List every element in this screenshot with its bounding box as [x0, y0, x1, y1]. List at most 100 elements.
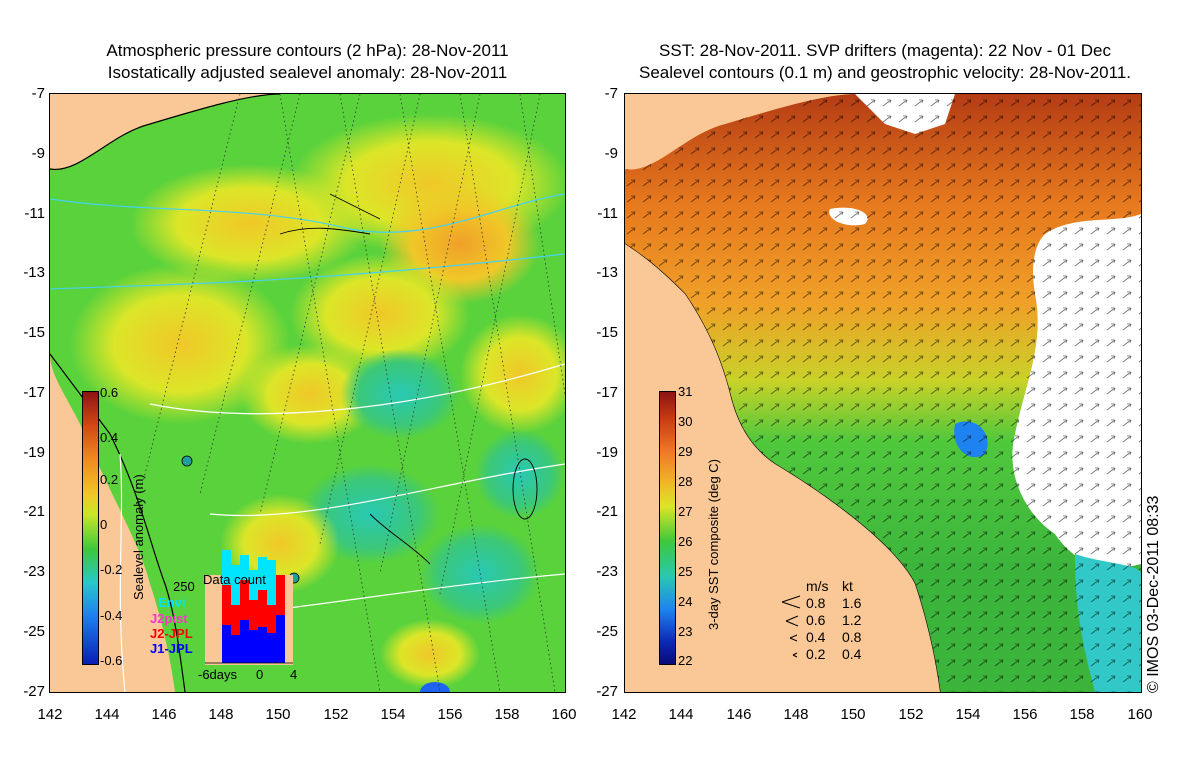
- sla-cbar-tick: -0.6: [100, 653, 123, 668]
- right-x-tick: 158: [1069, 706, 1095, 723]
- sst-cbar-tick: 25: [678, 564, 693, 579]
- data-count-title: Data count: [203, 572, 266, 587]
- right-y-tick: -13: [596, 264, 618, 281]
- left-x-tick: 146: [151, 706, 177, 723]
- right-x-tick: 144: [668, 706, 694, 723]
- legend-j1-jpl: J1-JPL: [150, 641, 193, 656]
- sst-cbar-tick: 31: [678, 384, 693, 399]
- sla-cbar-tick: -0.4: [100, 608, 123, 623]
- speed-row-ms: 0.6: [806, 612, 826, 628]
- sla-cbar-tick: 0: [100, 517, 108, 532]
- sst-cbar-tick: 29: [678, 444, 693, 459]
- left-y-tick: -13: [23, 264, 45, 281]
- right-y-tick: -9: [604, 145, 618, 162]
- right-x-tick: 160: [1127, 706, 1153, 723]
- reef-contours: [279, 193, 538, 565]
- left-y-tick: -9: [31, 145, 45, 162]
- station-marker: [181, 455, 193, 467]
- speed-row-kt: 1.6: [842, 595, 862, 611]
- right-y-tick: -17: [596, 384, 618, 401]
- speed-header-ms: m/s: [806, 578, 829, 594]
- left-y-tick: -11: [24, 205, 45, 222]
- left-y-tick: -27: [23, 683, 45, 700]
- histogram-bars: [222, 550, 285, 663]
- left-y-tick: -15: [23, 324, 45, 341]
- sla-cbar-tick: 0.2: [100, 472, 119, 487]
- right-title-line1: SST: 28-Nov-2011. SVP drifters (magenta)…: [659, 41, 1111, 60]
- left-y-tick: -17: [23, 384, 45, 401]
- right-title-line2: Sealevel contours (0.1 m) and geostrophi…: [639, 63, 1131, 82]
- left-x-tick: 156: [437, 706, 463, 723]
- imos-copyright: © IMOS 03-Dec-2011 08:33: [1145, 495, 1162, 693]
- sst-cbar-tick: 24: [678, 594, 693, 609]
- sealevel-anomaly-map: [50, 94, 565, 692]
- sst-map: [625, 94, 1141, 692]
- left-x-tick: 144: [94, 706, 120, 723]
- sst-cbar-tick: 30: [678, 414, 693, 429]
- speed-row-ms: 0.2: [806, 646, 826, 662]
- right-map-panel: [624, 93, 1142, 693]
- speed-arrows-legend: [781, 595, 801, 658]
- right-x-tick: 156: [1012, 706, 1038, 723]
- sst-colorbar: [659, 391, 676, 665]
- right-x-tick: 142: [611, 706, 637, 723]
- right-y-tick: -15: [596, 324, 618, 341]
- sla-anomaly-blobs: [70, 114, 565, 692]
- speed-row-kt: 1.2: [842, 612, 862, 628]
- speed-row-kt: 0.8: [842, 629, 862, 645]
- right-y-tick: -21: [596, 503, 618, 520]
- right-x-tick: 150: [840, 706, 866, 723]
- right-y-tick: -19: [596, 444, 618, 461]
- left-x-tick: 160: [551, 706, 577, 723]
- right-y-tick: -23: [596, 563, 618, 580]
- left-y-tick: -23: [23, 563, 45, 580]
- satellite-tracks: [139, 94, 565, 692]
- sla-colorbar: [82, 391, 99, 665]
- right-x-tick: 154: [955, 706, 981, 723]
- left-y-tick: -25: [23, 623, 45, 640]
- speed-row-ms: 0.8: [806, 595, 826, 611]
- speed-header-kt: kt: [842, 578, 853, 594]
- left-x-tick: 158: [494, 706, 520, 723]
- coastline: [50, 94, 281, 692]
- sst-cbar-title: 3-day SST composite (deg C): [706, 459, 721, 630]
- sst-cbar-tick: 23: [678, 624, 693, 639]
- left-y-tick: -7: [31, 85, 45, 102]
- legend-envi: Envi: [158, 595, 186, 610]
- left-x-tick: 154: [380, 706, 406, 723]
- sst-cbar-tick: 27: [678, 504, 693, 519]
- right-y-tick: -7: [604, 85, 618, 102]
- right-y-tick: -11: [597, 205, 618, 222]
- data-count-ymax: 250: [173, 579, 195, 594]
- left-x-tick: 150: [265, 706, 291, 723]
- legend-j2-jpl: J2-JPL: [150, 626, 193, 641]
- sla-cbar-title: Sealevel anomaly (m): [131, 474, 146, 600]
- left-title-line1: Atmospheric pressure contours (2 hPa): 2…: [106, 41, 509, 60]
- sst-cbar-tick: 28: [678, 474, 693, 489]
- data-count-xlabel: -6days: [198, 667, 238, 682]
- left-x-tick: 142: [37, 706, 63, 723]
- right-x-tick: 146: [726, 706, 752, 723]
- right-x-tick: 148: [783, 706, 809, 723]
- data-count-inset: [200, 545, 300, 670]
- left-y-tick: -21: [23, 503, 45, 520]
- right-y-tick: -27: [596, 683, 618, 700]
- left-map-panel: [49, 93, 566, 693]
- data-count-xlabel: 0: [256, 667, 264, 682]
- sla-cbar-tick: 0.4: [100, 430, 119, 445]
- right-x-tick: 152: [898, 706, 924, 723]
- speed-row-ms: 0.4: [806, 629, 826, 645]
- left-title-line2: Isostatically adjusted sealevel anomaly:…: [107, 63, 508, 82]
- left-x-tick: 148: [208, 706, 234, 723]
- legend-j2pist: J2pist: [150, 611, 188, 626]
- data-count-histogram: [205, 550, 293, 665]
- left-y-tick: -19: [23, 444, 45, 461]
- sst-cbar-tick: 26: [678, 534, 693, 549]
- sst-cbar-tick: 22: [678, 653, 693, 668]
- speed-row-kt: 0.4: [842, 646, 862, 662]
- sla-cbar-tick: 0.6: [100, 385, 119, 400]
- data-count-xlabel: 4: [290, 667, 298, 682]
- sla-cbar-tick: -0.2: [100, 562, 123, 577]
- right-y-tick: -25: [596, 623, 618, 640]
- left-x-tick: 152: [323, 706, 349, 723]
